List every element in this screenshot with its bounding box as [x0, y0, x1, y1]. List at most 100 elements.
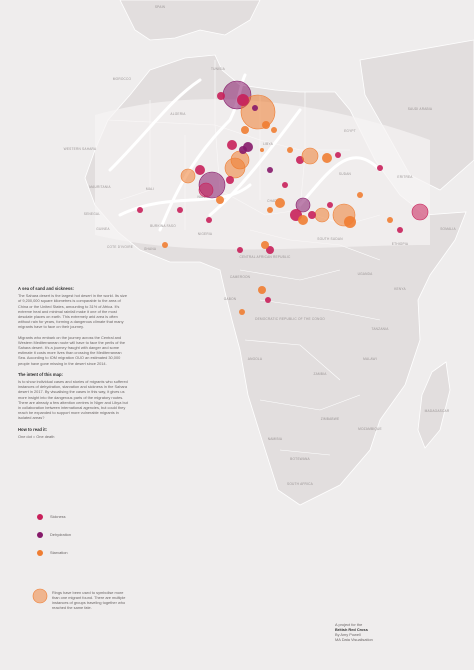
- country-label: ERITREA: [397, 175, 413, 179]
- incident-dot: [206, 217, 212, 223]
- incident-dot: [327, 202, 333, 208]
- country-label: COTE D'IVOIRE: [107, 245, 133, 249]
- incident-dot: [282, 182, 288, 188]
- incident-dot: [198, 182, 214, 198]
- country-label: MOZAMBIQUE: [358, 427, 382, 431]
- incident-dot: [195, 165, 205, 175]
- ring-note: Rings have been used to symbolise more t…: [52, 590, 126, 610]
- incident-dot: [357, 192, 363, 198]
- country-label: NIGERIA: [198, 232, 213, 236]
- incident-dot: [266, 246, 274, 254]
- legend-label: Starvation: [50, 550, 68, 555]
- incident-dot: [224, 157, 246, 179]
- incident-dot: [227, 140, 237, 150]
- country-label: CENTRAL AFRICAN REPUBLIC: [239, 255, 291, 259]
- incident-dot: [295, 197, 311, 213]
- country-label: BOTSWANA: [290, 457, 310, 461]
- country-label: EGYPT: [344, 129, 356, 133]
- section-heading: How to read it:: [18, 426, 48, 432]
- credit-line: A project for the: [335, 622, 363, 627]
- country-label: ETHIOPIA: [392, 242, 409, 246]
- incident-dot: [258, 286, 266, 294]
- country-label: CHAD: [267, 199, 277, 203]
- incident-dot: [387, 217, 393, 223]
- section-heading: The intent of this map:: [18, 371, 63, 377]
- incident-dot: [271, 127, 277, 133]
- legend-dot: [37, 550, 43, 556]
- incident-dot: [260, 148, 264, 152]
- incident-dot: [298, 215, 308, 225]
- country-label: ALGERIA: [170, 112, 186, 116]
- country-label: TANZANIA: [371, 327, 389, 331]
- credit: A project for the British Red Cross By Amy…: [335, 622, 373, 642]
- text-column: A sea of sand and sickness: The Sahara de…: [18, 280, 130, 444]
- paragraph: Is to show individual cases and stories …: [18, 379, 128, 421]
- incident-dot: [308, 211, 316, 219]
- paragraph: One dot = One death: [18, 433, 55, 439]
- country-label: MALI: [146, 187, 154, 191]
- legend-label: Dehydration: [50, 532, 71, 537]
- country-label: MADAGASCAR: [425, 409, 450, 413]
- country-label: SOUTH SUDAN: [317, 237, 343, 241]
- incident-dot: [411, 203, 429, 221]
- country-labels: SPAIN MOROCCO ALGERIA TUNISIA LIBYA EGYPT SAUD…: [64, 5, 457, 486]
- country-label: MALAWI: [363, 357, 377, 361]
- incident-dot: [180, 168, 196, 184]
- country-label: SAUDI ARABIA: [408, 107, 433, 111]
- legend-dot: [37, 532, 43, 538]
- country-label: CAMEROON: [230, 275, 251, 279]
- country-label: GHANA: [144, 247, 157, 251]
- country-label: MAURITANIA: [89, 185, 111, 189]
- incident-dot: [237, 247, 243, 253]
- incident-dot: [287, 147, 293, 153]
- country-label: DEMOCRATIC REPUBLIC OF THE CONGO: [255, 317, 325, 321]
- incident-dot: [177, 207, 183, 213]
- country-label: SOUTH AFRICA: [287, 482, 314, 486]
- europe: [119, 0, 261, 41]
- country-label: ZIMBABWE: [321, 417, 340, 421]
- madagascar: [417, 361, 451, 449]
- incident-dot: [252, 105, 258, 111]
- incident-dot: [344, 216, 356, 228]
- incident-dot: [243, 142, 253, 152]
- country-label: SPAIN: [155, 5, 166, 9]
- country-label: GABON: [224, 297, 237, 301]
- credit-line: By Amy Powell: [335, 632, 361, 637]
- incident-dot: [301, 147, 319, 165]
- legend-dot: [37, 514, 43, 520]
- incident-dot: [265, 297, 271, 303]
- country-label: TUNISIA: [211, 67, 226, 71]
- routes: [108, 73, 382, 232]
- incident-dot: [241, 126, 249, 134]
- country-label: BURKINA FASO: [150, 224, 176, 228]
- land: [84, 0, 474, 506]
- incident-dot: [262, 121, 270, 129]
- legend-label: Sickness: [50, 514, 66, 519]
- country-label: LIBYA: [263, 142, 273, 146]
- incident-dot: [261, 241, 269, 249]
- incident-dot: [335, 152, 341, 158]
- incident-dot: [377, 165, 383, 171]
- incident-dot: [322, 153, 332, 163]
- country-label: KENYA: [394, 287, 406, 291]
- country-label: SUDAN: [339, 172, 352, 176]
- incident-dot: [239, 309, 245, 315]
- incident-dots: [137, 80, 429, 315]
- section-heading: A sea of sand and sickness:: [18, 286, 74, 291]
- incident-dot: [137, 207, 143, 213]
- country-label: SOMALIA: [440, 227, 456, 231]
- incident-dot: [267, 207, 273, 213]
- incident-dot: [162, 242, 168, 248]
- incident-dot: [216, 196, 224, 204]
- country-label: NIGER: [197, 195, 209, 199]
- credit-line: MA Data Visualisation: [335, 637, 373, 642]
- incident-dot: [226, 176, 234, 184]
- incident-dot: [240, 94, 276, 130]
- country-label: MOROCCO: [113, 77, 132, 81]
- incident-dot: [314, 207, 330, 223]
- incident-dot: [275, 198, 285, 208]
- incident-dot: [267, 167, 273, 173]
- country-label: ZAMBIA: [313, 372, 327, 376]
